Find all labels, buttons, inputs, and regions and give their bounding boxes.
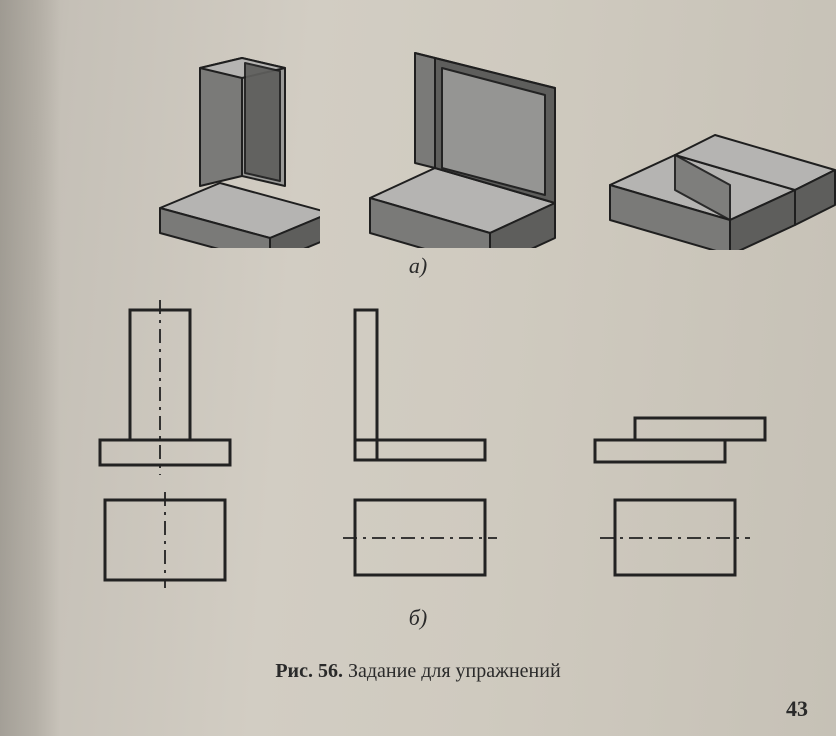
figure-number: Рис. 56. <box>275 660 343 682</box>
figure-caption: Рис. 56. Задание для упражнений <box>0 660 836 683</box>
page-number: 43 <box>786 696 808 722</box>
page: а) б) Рис. 56. Задание для упражнений 43 <box>0 0 836 736</box>
iso-solid-3 <box>590 90 836 250</box>
isometric-row <box>50 20 790 240</box>
label-b: б) <box>0 605 836 631</box>
figure-text: Задание для упражнений <box>348 660 561 682</box>
iso-solid-2 <box>340 38 560 248</box>
label-a: а) <box>0 253 836 279</box>
orthographic-row <box>60 300 790 590</box>
orthographic-drawings <box>60 300 790 590</box>
iso-solid-1 <box>120 38 320 248</box>
